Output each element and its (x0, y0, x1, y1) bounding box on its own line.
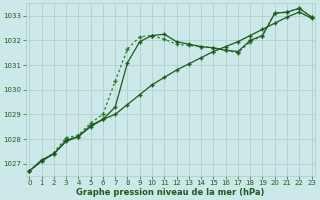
X-axis label: Graphe pression niveau de la mer (hPa): Graphe pression niveau de la mer (hPa) (76, 188, 265, 197)
